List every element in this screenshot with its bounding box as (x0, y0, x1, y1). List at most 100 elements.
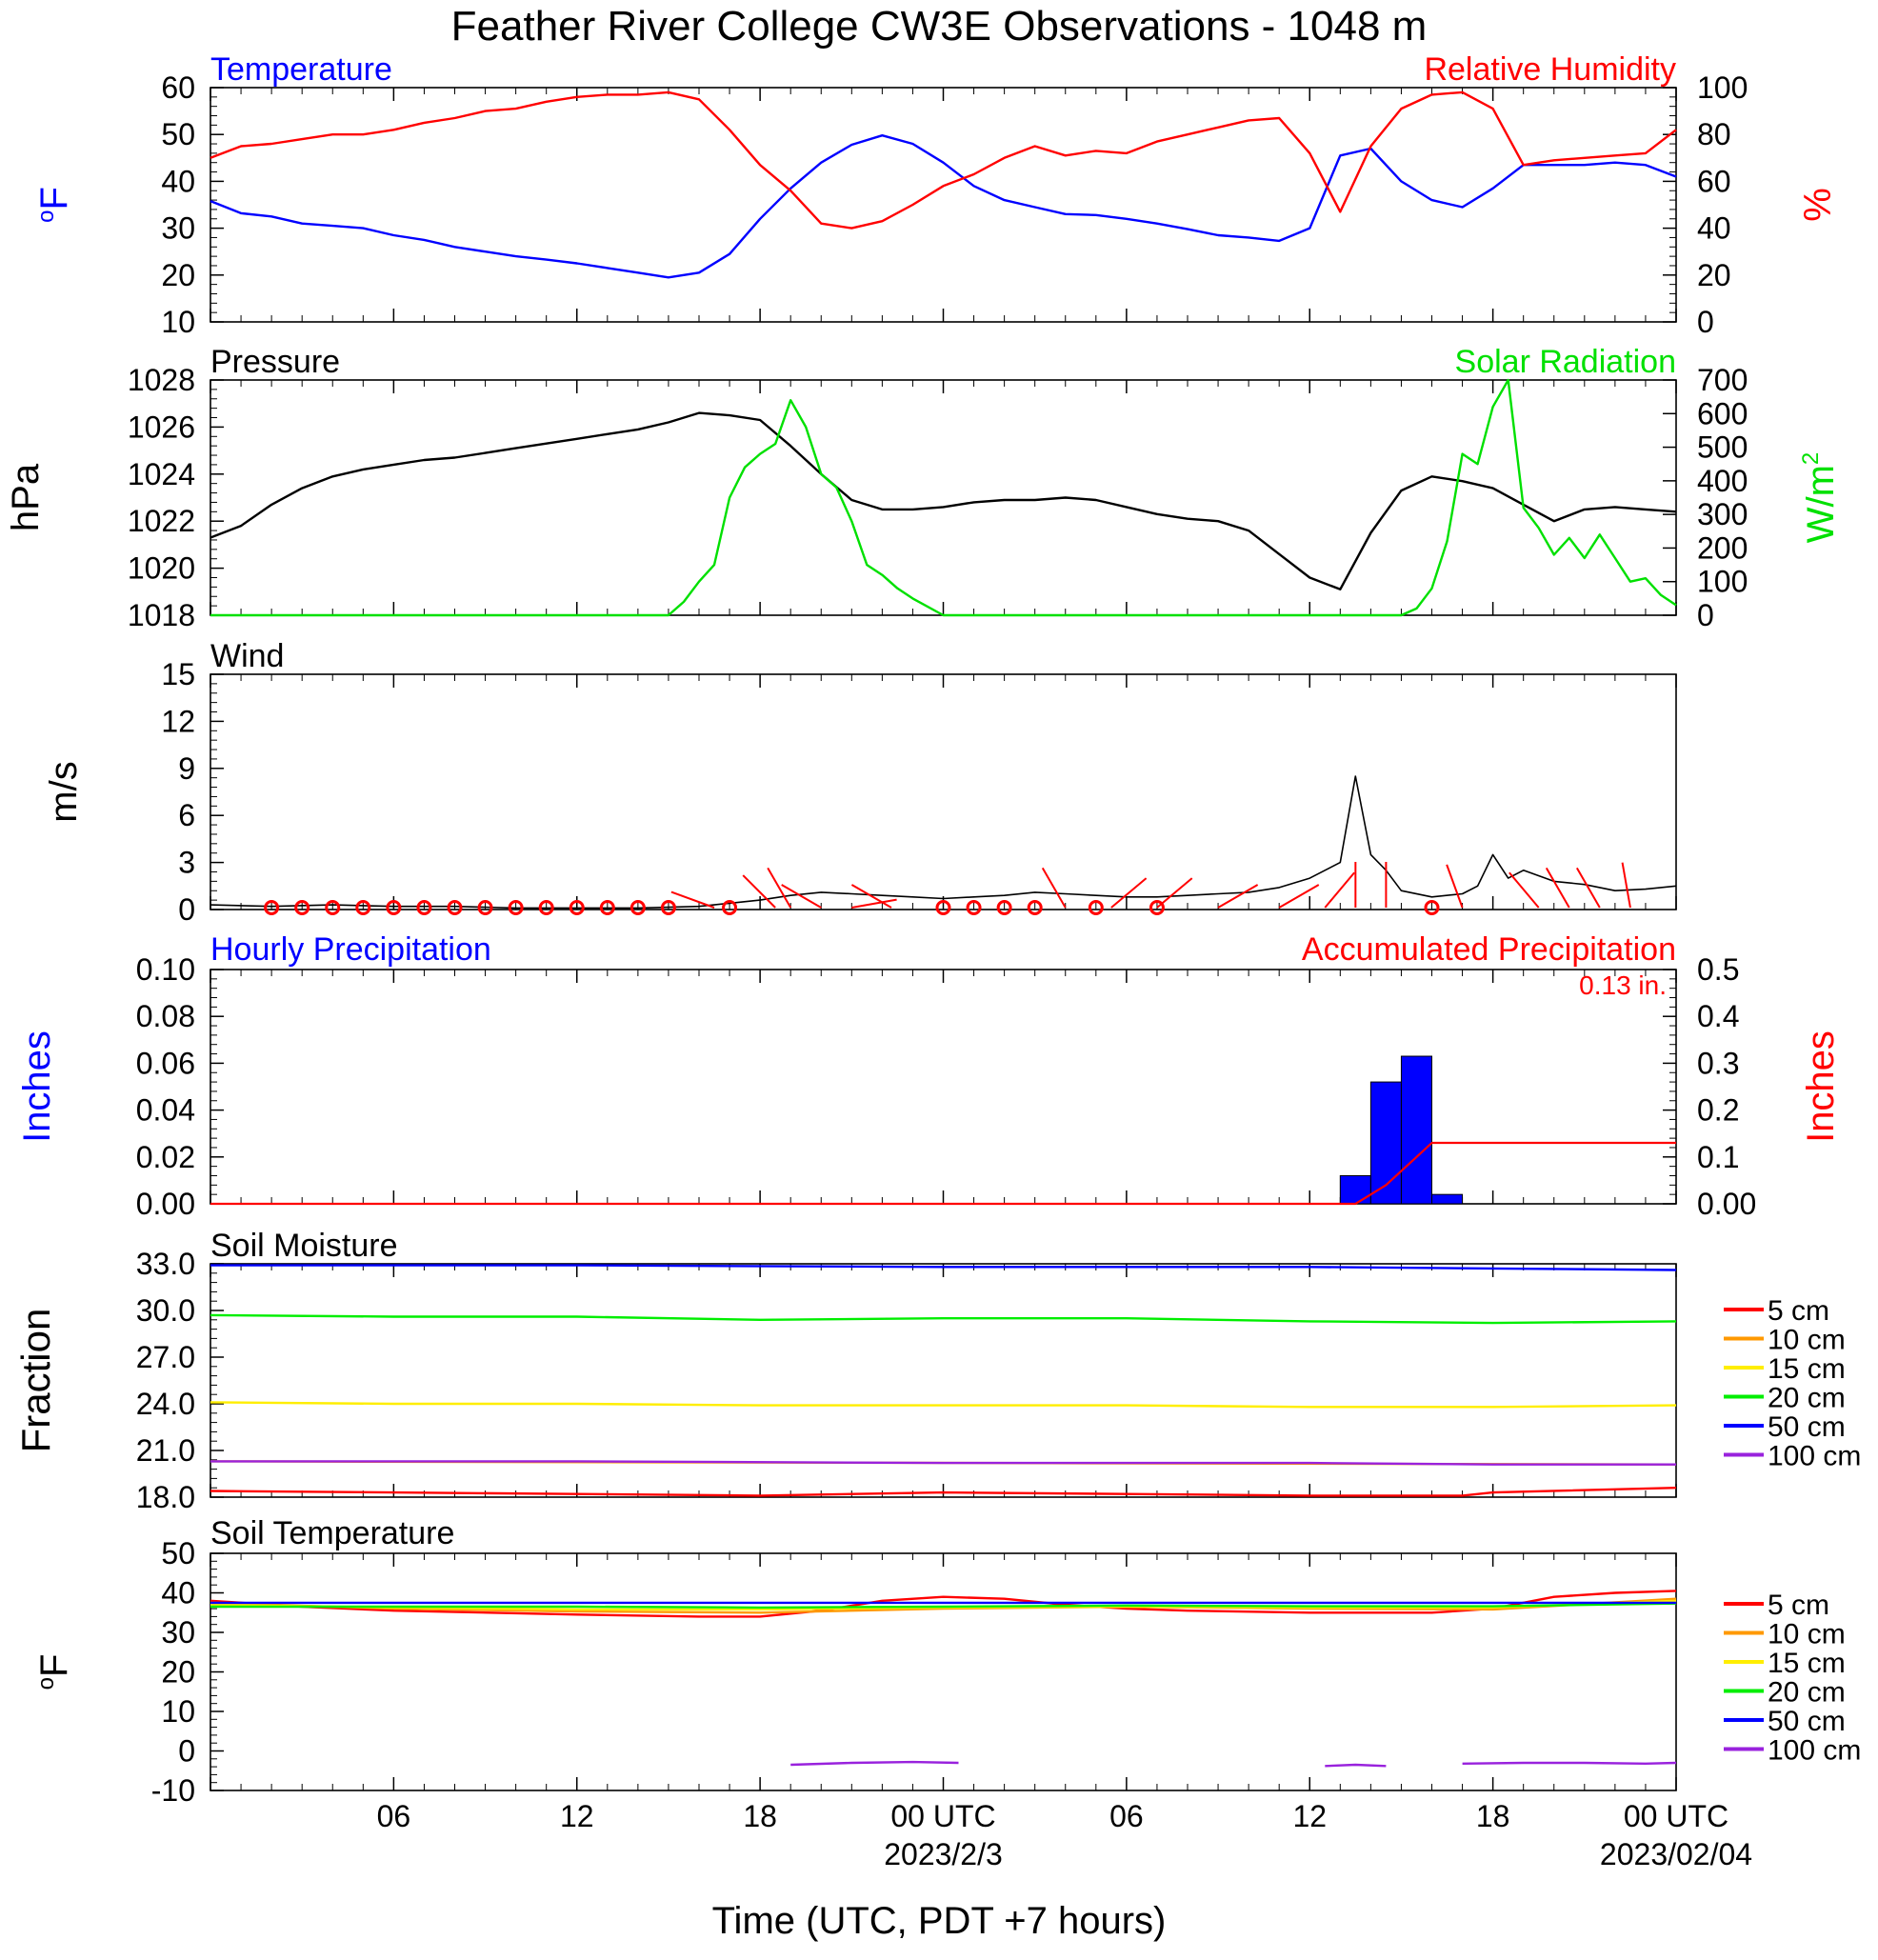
pressure-y-tick-label: 1026 (128, 410, 195, 444)
soil-moisture-y-tick-label: 21.0 (136, 1433, 195, 1468)
series-relative-humidity (210, 90, 1677, 230)
calm-marker (660, 900, 676, 915)
hourly-precip-axis-label: Inches (16, 1030, 58, 1143)
svg-text:oF: oF (33, 187, 75, 223)
panel-soil-moisture: 18.0 21.0 24.0 27.0 30.0 33.0 Soil Moisture 5 c… (136, 1228, 1862, 1514)
x-date-label: 2023/02/04 (1600, 1837, 1752, 1871)
pressure-title: Pressure (210, 344, 340, 380)
wind-barb (1545, 867, 1570, 909)
wind-barb (670, 890, 715, 909)
solar-y-tick-label: 0 (1697, 598, 1714, 632)
wind-barb (1621, 862, 1631, 909)
solar-axis-label: W/m2 (1798, 452, 1842, 544)
hourly-precip-y-tick-label: 0.02 (136, 1140, 195, 1174)
soil-temp-y-tick-label: 20 (161, 1655, 195, 1690)
legend-label: 100 cm (1768, 1441, 1861, 1472)
calm-marker (416, 900, 432, 915)
panel-frame (210, 1552, 1677, 1791)
legend-label: 5 cm (1768, 1295, 1829, 1327)
soil-temp-title: Soil Temperature (210, 1515, 454, 1551)
temp-y-tick-label: 40 (161, 164, 195, 198)
rh-y-tick-label: 20 (1697, 258, 1731, 292)
calm-marker (325, 900, 341, 915)
wind-barb (742, 874, 776, 909)
series-soil-moisture-5cm (210, 1487, 1677, 1497)
solar-y-tick-label: 500 (1697, 430, 1748, 465)
panel-wind: 0 3 6 9 12 15 Wind (161, 638, 1677, 927)
calm-marker (477, 900, 493, 915)
panel-pressure-solar: 1018 1020 1022 1024 1026 1028 0100200300400500… (128, 344, 1748, 632)
legend-label: 100 cm (1768, 1735, 1861, 1767)
series-wind-speed (210, 775, 1677, 910)
rh-y-tick-label: 60 (1697, 164, 1731, 198)
wind-axis-label: m/s (43, 761, 85, 822)
svg-text:Inches: Inches (16, 1030, 58, 1143)
panel-frame (210, 379, 1677, 616)
pressure-y-tick-label: 1028 (128, 363, 195, 397)
series-soil-temp-100cm (1325, 1763, 1387, 1768)
svg-text:Inches: Inches (1800, 1030, 1842, 1143)
legend-label: 5 cm (1768, 1590, 1829, 1621)
calm-marker (935, 900, 951, 915)
x-date-label: 2023/2/3 (884, 1837, 1003, 1871)
x-tick-label: 12 (1292, 1799, 1327, 1833)
legend-label: 50 cm (1768, 1411, 1846, 1443)
x-tick-label: 12 (560, 1799, 594, 1833)
x-tick-label: 06 (1109, 1799, 1144, 1833)
calm-marker (1027, 900, 1043, 915)
wind-y-tick-label: 6 (178, 798, 195, 832)
solar-y-tick-label: 200 (1697, 530, 1748, 565)
accum-precip-y-tick-label: 0.2 (1697, 1093, 1739, 1128)
svg-text:hPa: hPa (5, 463, 47, 531)
temperature-title: Temperature (210, 51, 392, 88)
wind-title: Wind (210, 638, 284, 674)
legend-label: 20 cm (1768, 1677, 1846, 1709)
solar-y-tick-label: 700 (1697, 363, 1748, 397)
legend-label: 15 cm (1768, 1648, 1846, 1679)
calm-marker (629, 900, 646, 915)
hourly-precip-y-tick-label: 0.04 (136, 1093, 195, 1128)
soil-moisture-axis-label: Fraction (13, 1309, 58, 1453)
chart-title: Feather River College CW3E Observations … (451, 3, 1428, 50)
calm-marker (355, 900, 371, 915)
series-soil-temp-100cm (790, 1760, 959, 1767)
series-temperature (210, 133, 1677, 279)
temp-y-tick-label: 50 (161, 117, 195, 151)
soil-temp-y-tick-label: 50 (161, 1536, 195, 1570)
wind-barb (781, 884, 822, 909)
series-pressure (210, 411, 1677, 590)
accumulated-precip-title: Accumulated Precipitation (1302, 931, 1676, 968)
rh-y-tick-label: 40 (1697, 211, 1731, 246)
rh-y-tick-label: 100 (1697, 70, 1748, 105)
hourly-precip-y-tick-label: 0.10 (136, 952, 195, 987)
hourly-precip-y-tick-label: 0.08 (136, 999, 195, 1033)
calm-marker (569, 900, 585, 915)
pressure-y-tick-label: 1020 (128, 551, 195, 586)
pressure-y-tick-label: 1022 (128, 504, 195, 538)
pressure-y-tick-label: 1024 (128, 457, 195, 491)
calm-marker (447, 900, 463, 915)
series-soil-moisture-50cm (210, 1264, 1677, 1271)
wind-y-tick-label: 9 (178, 751, 195, 786)
soil-temp-y-tick-label: 10 (161, 1694, 195, 1729)
soil-temp-y-tick-label: 30 (161, 1615, 195, 1650)
wind-barb (1156, 877, 1193, 909)
svg-text:%: % (1797, 188, 1839, 222)
wind-barb (1575, 867, 1601, 909)
soil-moisture-y-tick-label: 18.0 (136, 1480, 195, 1514)
relative-humidity-title: Relative Humidity (1424, 51, 1676, 88)
wind-y-tick-label: 12 (161, 704, 195, 738)
wind-barb (767, 867, 792, 909)
legend-label: 10 cm (1768, 1325, 1846, 1356)
legend-label: 20 cm (1768, 1383, 1846, 1414)
legend-label: 15 cm (1768, 1353, 1846, 1385)
calm-marker (1088, 900, 1104, 915)
soil-temp-y-tick-label: 40 (161, 1576, 195, 1610)
solar-y-tick-label: 300 (1697, 497, 1748, 531)
calm-marker (264, 900, 280, 915)
x-tick-label: 06 (377, 1799, 411, 1833)
temp-axis-label: oF (33, 187, 75, 223)
wind-y-tick-label: 0 (178, 892, 195, 927)
panel-temperature-humidity: 10 20 30 40 50 60 0 20 40 60 80 100 Temperature Relat… (161, 51, 1748, 339)
